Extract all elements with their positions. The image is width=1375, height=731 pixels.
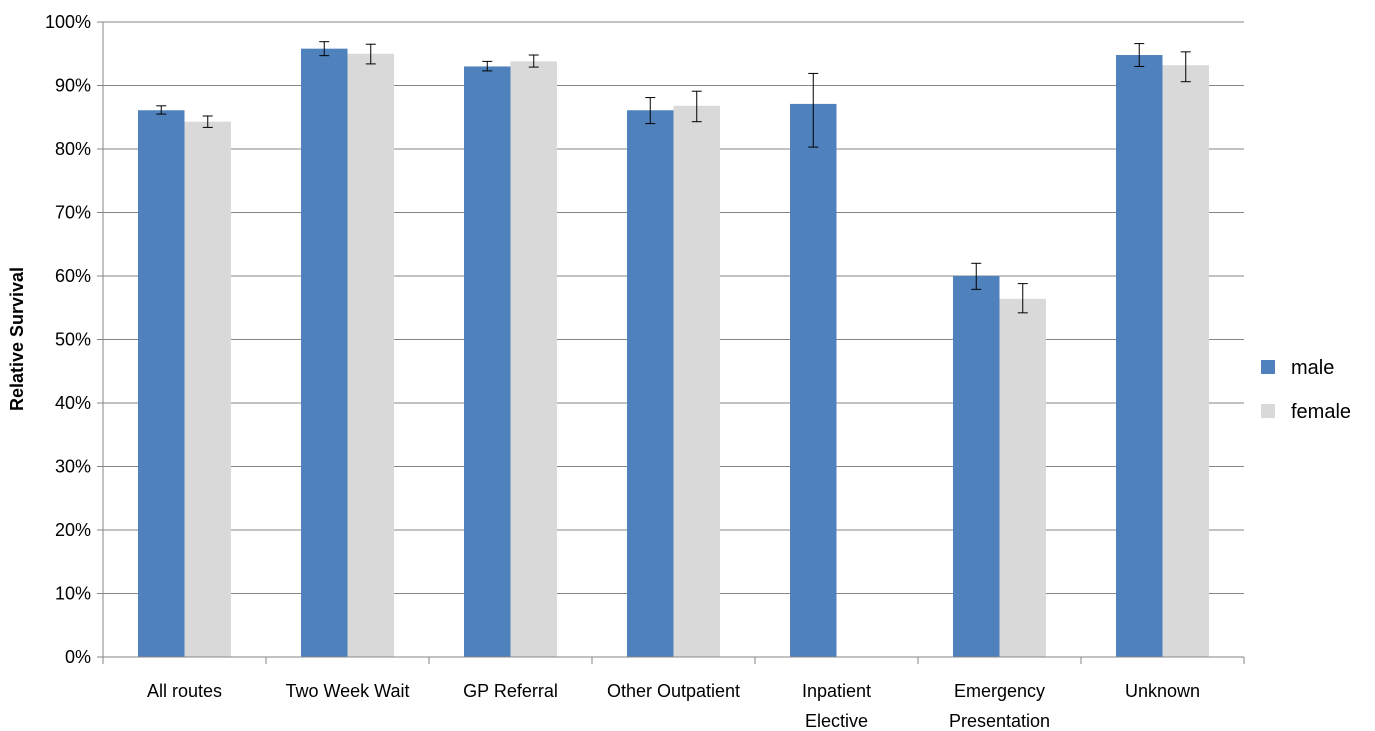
y-tick-label: 70% xyxy=(55,203,91,223)
x-tick-label: Emergency xyxy=(954,681,1045,701)
x-tick-label: All routes xyxy=(147,681,222,701)
bar-female xyxy=(999,298,1046,657)
bar-female xyxy=(1162,65,1209,658)
y-tick-label: 80% xyxy=(55,139,91,159)
bar-male xyxy=(1116,55,1163,657)
x-tick-label: Other Outpatient xyxy=(607,681,740,701)
x-tick-label: Elective xyxy=(805,711,868,731)
error-bar-female xyxy=(528,54,539,68)
error-bar-male xyxy=(808,72,819,148)
legend-label-female: female xyxy=(1291,401,1351,423)
y-tick-label: 50% xyxy=(55,330,91,350)
bar-male xyxy=(464,66,511,657)
legend-swatch-female xyxy=(1261,404,1275,418)
error-bar-female xyxy=(691,90,702,123)
bar-male xyxy=(627,110,674,657)
y-axis-label: Relative Survival xyxy=(7,267,27,411)
y-tick-label: 60% xyxy=(55,266,91,286)
y-tick-label: 20% xyxy=(55,520,91,540)
error-bar-male xyxy=(1134,43,1145,67)
bar-female xyxy=(673,105,720,657)
bar-female xyxy=(184,121,231,657)
y-tick-label: 10% xyxy=(55,584,91,604)
error-bar-male xyxy=(971,262,982,290)
error-bar-male xyxy=(156,105,167,115)
bar-female xyxy=(347,53,394,657)
bar-male xyxy=(301,48,348,658)
error-bar-female xyxy=(202,115,213,128)
y-tick-label: 0% xyxy=(65,647,91,667)
y-tick-label: 90% xyxy=(55,76,91,96)
error-bar-female xyxy=(1017,283,1028,314)
legend: male female xyxy=(1261,357,1351,423)
bar-male xyxy=(138,110,185,657)
legend-swatch-male xyxy=(1261,360,1275,374)
error-bar-male xyxy=(319,41,330,57)
axes: 0% 10% 20% 30% 40% 50% 60% 70% 80% 90% 100% All rou… xyxy=(45,12,1245,731)
x-tick-label: Presentation xyxy=(949,711,1050,731)
error-bar-female xyxy=(365,43,376,65)
x-tick-label: GP Referral xyxy=(463,681,558,701)
error-bar-female xyxy=(1180,51,1191,83)
x-tick-label: Two Week Wait xyxy=(285,681,409,701)
y-tick-label: 30% xyxy=(55,457,91,477)
bar-male xyxy=(790,103,837,658)
x-tick-label: Inpatient xyxy=(802,681,871,701)
x-tick-label: Unknown xyxy=(1125,681,1200,701)
error-bar-male xyxy=(645,97,656,125)
bar-male xyxy=(953,276,1000,657)
y-tick-label: 40% xyxy=(55,393,91,413)
bars xyxy=(138,41,1209,658)
error-bar-male xyxy=(482,60,493,72)
bar-female xyxy=(510,61,557,658)
legend-label-male: male xyxy=(1291,357,1334,379)
y-tick-label: 100% xyxy=(45,12,91,32)
